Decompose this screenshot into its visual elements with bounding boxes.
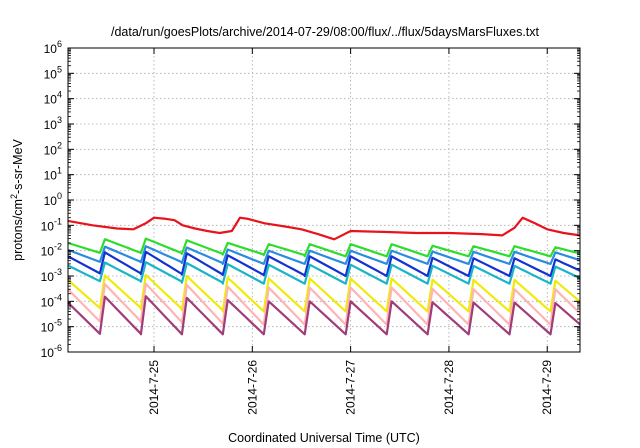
y-axis-label: protons/cm2-s-sr-MeV [9, 138, 25, 260]
y-tick-label: 10-1 [41, 216, 62, 233]
series-line-2 [67, 237, 581, 258]
y-tick-label: 10-2 [41, 242, 62, 259]
y-tick-base: 10 [44, 118, 58, 132]
x-tick-label: 2014-7-28 [442, 360, 456, 415]
x-axis: 2014-7-25 2014-7-26 2014-7-27 2014-7-28 2014… [147, 48, 554, 415]
y-tick-base: 10 [41, 270, 55, 284]
y-tick-exponent: 4 [57, 90, 62, 100]
series-line-6 [67, 273, 581, 313]
y-tick-label: 105 [44, 64, 62, 81]
x-axis-label: Coordinated Universal Time (UTC) [228, 431, 420, 445]
y-tick-label: 101 [44, 166, 62, 183]
y-tick-label: 100 [44, 191, 62, 208]
y-axis: 10-610-510-410-310-210-11001011021031041… [41, 39, 580, 360]
y-tick-base: 10 [44, 194, 58, 208]
y-tick-label: 102 [44, 140, 62, 157]
y-tick-label: 10-3 [41, 267, 62, 284]
y-tick-label: 103 [44, 115, 62, 132]
y-tick-base: 10 [41, 295, 55, 309]
y-tick-label: 10-4 [41, 292, 62, 309]
y-axis-label-pre: protons/cm [11, 199, 25, 261]
y-tick-exponent: 5 [57, 64, 62, 74]
data-series [67, 216, 581, 336]
y-tick-base: 10 [44, 42, 58, 56]
y-tick-exponent: 2 [57, 140, 62, 150]
y-tick-exponent: -4 [54, 292, 62, 302]
x-tick-label: 2014-7-29 [540, 360, 554, 415]
y-tick-base: 10 [44, 93, 58, 107]
y-tick-base: 10 [44, 169, 58, 183]
y-tick-exponent: -5 [54, 318, 62, 328]
y-axis-label-sup: 2 [9, 194, 19, 199]
y-tick-exponent: 6 [57, 39, 62, 49]
x-tick-label: 2014-7-25 [147, 360, 161, 415]
y-tick-exponent: 0 [57, 191, 62, 201]
series-line-4 [67, 250, 581, 278]
series-line-3 [67, 245, 581, 265]
y-tick-exponent: -2 [54, 242, 62, 252]
series-line-7 [67, 282, 581, 326]
y-tick-label: 106 [44, 39, 62, 56]
x-tick-label: 2014-7-26 [245, 360, 259, 415]
series-line-1 [67, 216, 581, 241]
y-tick-label: 10-5 [41, 318, 62, 335]
y-tick-exponent: 1 [57, 166, 62, 176]
y-tick-label: 104 [44, 90, 62, 107]
y-tick-exponent: -6 [54, 343, 62, 353]
y-tick-base: 10 [41, 219, 55, 233]
y-tick-base: 10 [44, 143, 58, 157]
series-line-8 [67, 295, 581, 336]
y-tick-base: 10 [41, 346, 55, 360]
series-line-5 [67, 261, 581, 285]
y-tick-label: 10-6 [41, 343, 62, 360]
y-tick-exponent: -3 [54, 267, 62, 277]
y-tick-base: 10 [44, 67, 58, 81]
y-tick-base: 10 [41, 321, 55, 335]
y-axis-label-post: -s-sr-MeV [11, 138, 25, 194]
y-tick-base: 10 [41, 245, 55, 259]
x-tick-label: 2014-7-27 [344, 360, 358, 415]
chart-title: /data/run/goesPlots/archive/2014-07-29/0… [111, 25, 540, 39]
y-tick-exponent: 3 [57, 115, 62, 125]
y-tick-exponent: -1 [54, 216, 62, 226]
